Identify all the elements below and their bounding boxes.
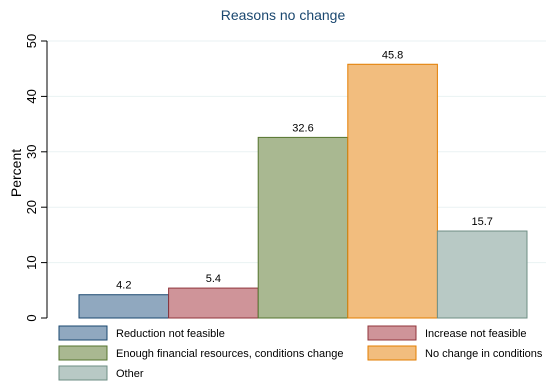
y-tick-label: 40 bbox=[24, 89, 39, 103]
data-label: 5.4 bbox=[206, 273, 221, 285]
bars: 4.2 5.4 32.6 45.8 15.7 bbox=[78, 49, 528, 319]
bar bbox=[168, 287, 259, 319]
chart-title: Reasons no change bbox=[221, 7, 346, 23]
data-label: 15.7 bbox=[471, 216, 492, 228]
y-axis: 0 10 20 30 40 50 bbox=[24, 34, 48, 322]
legend-swatch bbox=[58, 345, 108, 361]
legend: Reduction not feasible Increase not feasi… bbox=[58, 325, 543, 381]
bar bbox=[257, 136, 349, 319]
legend-swatch bbox=[367, 345, 417, 361]
legend-swatch bbox=[58, 365, 108, 381]
data-label: 32.6 bbox=[292, 122, 313, 134]
data-label: 45.8 bbox=[382, 49, 403, 61]
y-tick-label: 20 bbox=[24, 200, 39, 214]
legend-label: Increase not feasible bbox=[425, 328, 527, 340]
y-axis-title: Percent bbox=[8, 149, 24, 197]
y-tick-label: 50 bbox=[24, 34, 39, 48]
bar bbox=[347, 63, 438, 319]
legend-label: Reduction not feasible bbox=[116, 328, 225, 340]
bar bbox=[78, 294, 170, 319]
legend-label: Other bbox=[116, 368, 144, 380]
legend-swatch bbox=[367, 325, 417, 341]
y-tick-label: 10 bbox=[24, 255, 39, 269]
legend-label: No change in conditions bbox=[425, 348, 543, 360]
bar bbox=[436, 230, 528, 319]
y-tick-label: 0 bbox=[24, 314, 39, 321]
y-tick-label: 30 bbox=[24, 145, 39, 159]
legend-label: Enough financial resources, conditions c… bbox=[116, 348, 343, 360]
data-label: 4.2 bbox=[116, 280, 131, 292]
legend-swatch bbox=[58, 325, 108, 341]
